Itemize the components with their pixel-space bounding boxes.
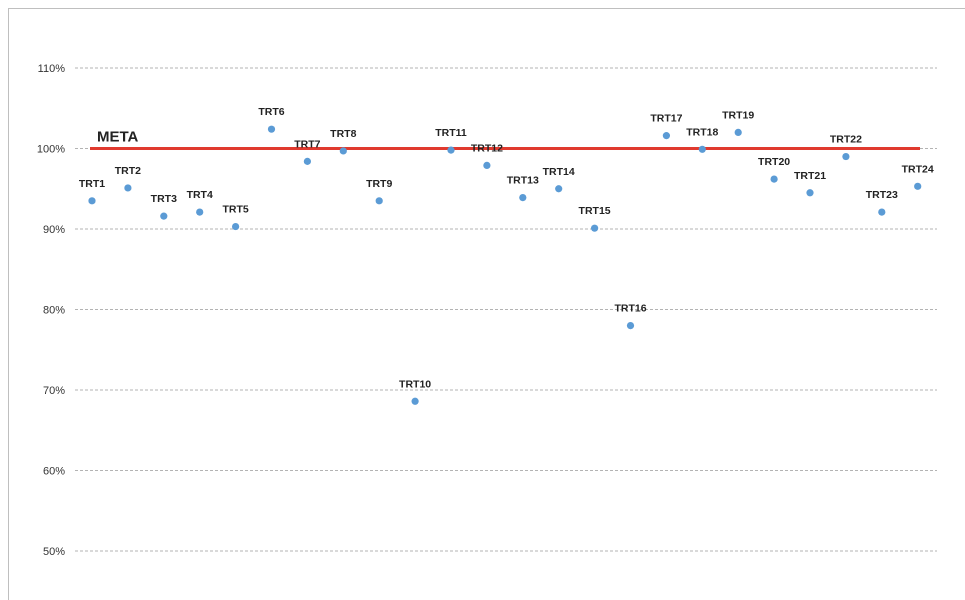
point-label: TRT4 bbox=[187, 189, 213, 201]
data-point bbox=[124, 184, 132, 192]
point-label: TRT1 bbox=[79, 178, 105, 190]
point-label: TRT8 bbox=[330, 128, 356, 140]
point-label: TRT16 bbox=[614, 303, 646, 315]
data-point bbox=[770, 175, 778, 183]
data-point bbox=[375, 197, 383, 205]
data-point bbox=[232, 222, 240, 231]
data-point bbox=[160, 212, 168, 220]
data-points: TRT1 TRT2 TRT3 TRT4 TRT5 TRT6 TRT7 TRT8 TRT9 TRT1… bbox=[79, 106, 934, 405]
point-label: TRT23 bbox=[866, 189, 898, 201]
point-label: TRT5 bbox=[222, 204, 248, 216]
data-point bbox=[339, 147, 347, 155]
data-point bbox=[196, 208, 204, 216]
data-point bbox=[806, 189, 814, 197]
data-point bbox=[88, 197, 96, 205]
data-point bbox=[914, 182, 922, 190]
data-point bbox=[698, 145, 706, 153]
point-label: TRT7 bbox=[294, 138, 320, 150]
point-label: TRT20 bbox=[758, 156, 790, 168]
point-label: TRT13 bbox=[507, 175, 539, 187]
point-label: TRT6 bbox=[258, 106, 284, 118]
point-label: TRT17 bbox=[650, 113, 682, 125]
target-line-group: META bbox=[90, 129, 920, 150]
target-label: META bbox=[97, 129, 139, 146]
point-label: TRT24 bbox=[902, 163, 934, 175]
y-tick-label: 90% bbox=[43, 224, 65, 236]
data-point bbox=[626, 322, 635, 330]
y-axis-ticks: 50% 60% 70% 80% 90% 100% 110% bbox=[37, 63, 65, 558]
chart-frame bbox=[8, 8, 965, 600]
data-point bbox=[662, 132, 671, 140]
y-tick-label: 80% bbox=[43, 305, 65, 317]
data-point bbox=[411, 397, 419, 405]
point-label: TRT2 bbox=[115, 165, 141, 177]
point-label: TRT15 bbox=[579, 205, 611, 217]
point-label: TRT12 bbox=[471, 142, 503, 154]
point-label: TRT22 bbox=[830, 134, 862, 146]
y-tick-label: 60% bbox=[43, 466, 65, 478]
data-point bbox=[447, 146, 455, 154]
y-tick-label: 70% bbox=[43, 385, 65, 397]
point-label: TRT11 bbox=[435, 127, 467, 139]
data-point bbox=[555, 185, 563, 193]
data-point bbox=[842, 152, 850, 161]
data-point bbox=[591, 224, 599, 232]
y-tick-label: 100% bbox=[37, 144, 65, 156]
data-point bbox=[878, 208, 886, 216]
point-label: TRT19 bbox=[722, 109, 754, 121]
gridlines bbox=[75, 67, 937, 552]
point-label: TRT9 bbox=[366, 178, 392, 190]
data-point bbox=[483, 161, 491, 170]
data-point bbox=[303, 157, 311, 165]
point-label: TRT10 bbox=[399, 378, 431, 390]
y-tick-label: 50% bbox=[43, 546, 65, 558]
data-point bbox=[519, 194, 527, 202]
y-tick-label: 110% bbox=[38, 63, 66, 75]
point-label: TRT21 bbox=[794, 170, 826, 182]
data-point bbox=[734, 128, 742, 136]
point-label: TRT18 bbox=[686, 126, 718, 138]
point-label: TRT14 bbox=[543, 166, 575, 178]
point-label: TRT3 bbox=[151, 193, 177, 205]
data-point bbox=[267, 125, 276, 133]
